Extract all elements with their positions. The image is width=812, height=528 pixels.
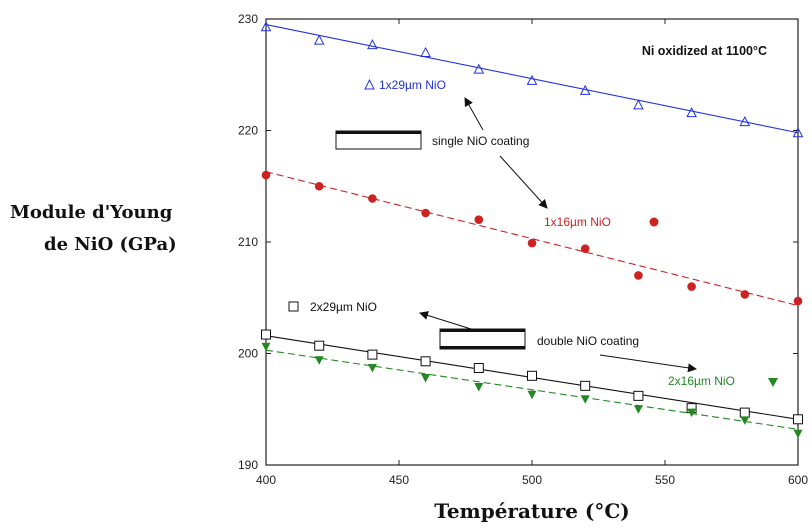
x-tick-label: 450 <box>389 473 409 487</box>
data-point-series-3 <box>314 356 324 365</box>
y-tick-label: 200 <box>238 347 258 361</box>
data-point-series-3 <box>367 363 377 373</box>
arrow-to-1x16 <box>499 155 548 209</box>
data-point-series-1 <box>368 194 377 203</box>
data-point-series-1 <box>421 208 430 218</box>
data-point-series-2 <box>420 356 431 367</box>
y-axis-label-line2: de NiO (GPa) <box>44 234 177 255</box>
legend-triangle-down-icon <box>768 378 778 387</box>
series-label-2x16: 2x16µm NiO <box>668 374 735 388</box>
y-tick-label: 190 <box>238 458 258 472</box>
legend-triangle-icon <box>364 78 375 90</box>
data-point-series-3 <box>687 408 697 418</box>
x-axis-label: Température (°C) <box>434 499 630 523</box>
legend-square-icon <box>288 301 299 312</box>
data-point-series-3 <box>740 416 750 425</box>
data-point-series-1 <box>793 296 803 306</box>
data-point-series-0 <box>579 84 591 95</box>
data-point-series-1 <box>527 238 537 248</box>
data-point-series-2 <box>739 407 750 418</box>
data-point-series-0 <box>420 46 431 57</box>
data-point-series-1 <box>261 170 271 180</box>
data-point-series-0 <box>260 21 272 32</box>
double-coating-label: double NiO coating <box>537 334 639 348</box>
arrow-to-2x16 <box>599 354 697 373</box>
single-coating-label: single NiO coating <box>432 134 529 148</box>
data-point-series-3 <box>580 395 590 404</box>
series-label-1x16: 1x16µm NiO <box>544 215 611 229</box>
data-point-series-0 <box>792 127 804 138</box>
data-point-series-0 <box>686 107 697 118</box>
data-point-series-3 <box>474 382 484 392</box>
data-point-series-3 <box>633 405 643 414</box>
x-tick-label: 400 <box>256 473 276 487</box>
data-point-series-1 <box>474 215 484 224</box>
data-point-series-1 <box>740 290 750 299</box>
data-point-series-0 <box>367 39 378 50</box>
data-point-series-2 <box>527 370 537 381</box>
x-tick-label: 500 <box>522 473 542 487</box>
fit-line-series-3 <box>265 349 799 430</box>
data-point-series-0 <box>313 34 325 45</box>
series-label-2x29: 2x29µm NiO <box>310 300 377 314</box>
data-point-series-0 <box>473 63 485 74</box>
data-point-series-0 <box>739 116 751 127</box>
data-point-series-2 <box>793 414 803 425</box>
data-point-series-2 <box>473 362 484 373</box>
data-point-series-3 <box>261 342 271 352</box>
data-point-series-1 <box>314 181 324 191</box>
y-tick-label: 230 <box>238 12 258 26</box>
chart-title: Ni oxidized at 1100°C <box>642 44 767 58</box>
data-point-series-2 <box>367 349 378 360</box>
data-point-series-2 <box>261 329 271 340</box>
data-point-series-0 <box>526 74 538 85</box>
data-point-series-2 <box>633 390 644 401</box>
data-point-series-1 <box>687 282 696 291</box>
y-axis-label-line1: Module d'Young <box>10 202 173 223</box>
data-point-series-3 <box>793 429 803 439</box>
x-tick-label: 550 <box>655 473 675 487</box>
fit-line-series-0 <box>265 24 799 134</box>
y-tick-label: 220 <box>238 124 258 138</box>
arrow-to-2x29 <box>419 311 472 330</box>
y-tick-label: 210 <box>238 235 258 249</box>
data-point-series-3 <box>527 390 537 400</box>
data-point-series-0 <box>633 99 644 110</box>
arrow-to-1x29 <box>464 97 484 131</box>
fit-line-series-1 <box>265 171 799 307</box>
x-tick-label: 600 <box>788 473 808 487</box>
data-point-series-3 <box>421 374 431 383</box>
legend-circle-icon <box>649 217 659 227</box>
data-point-series-2 <box>580 380 591 391</box>
data-point-series-1 <box>580 244 590 253</box>
data-point-series-2 <box>314 340 325 351</box>
series-label-1x29: 1x29µm NiO <box>379 78 446 92</box>
data-point-series-1 <box>634 271 643 280</box>
